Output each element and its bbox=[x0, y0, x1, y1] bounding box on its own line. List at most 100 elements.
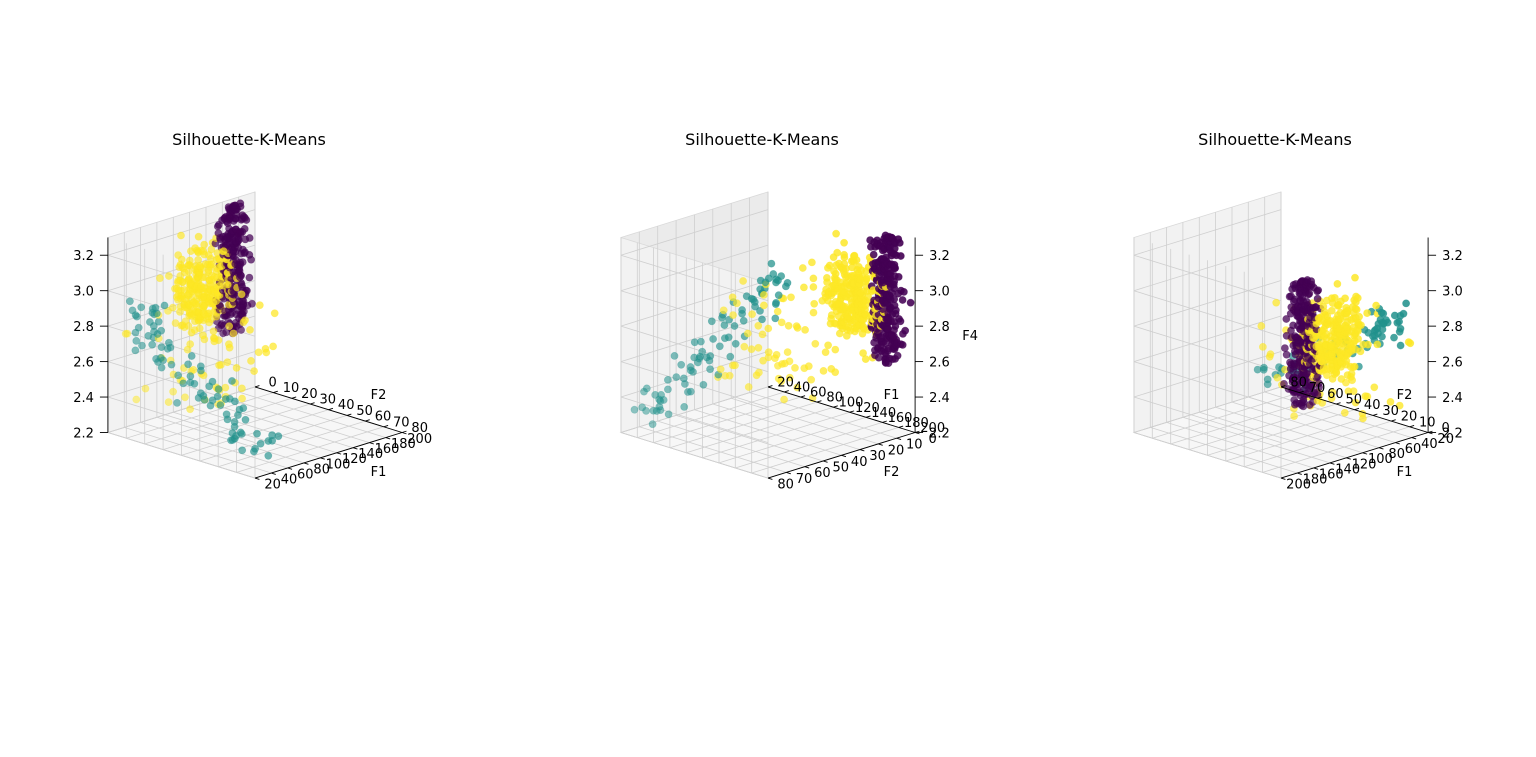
scatter-point bbox=[811, 339, 820, 348]
scatter-point bbox=[657, 390, 665, 399]
scatter-point bbox=[176, 276, 184, 285]
x-tick-label: 100 bbox=[326, 457, 351, 472]
scatter-point bbox=[174, 371, 182, 380]
scatter-point bbox=[131, 311, 140, 320]
x-tick-label: 40 bbox=[1421, 437, 1438, 452]
scatter-point bbox=[1344, 387, 1353, 396]
scatter-point bbox=[190, 379, 199, 388]
scatter-point bbox=[274, 432, 283, 441]
grid-line-y bbox=[712, 403, 861, 450]
scatter-point bbox=[216, 401, 225, 409]
grid-line-y bbox=[657, 420, 805, 468]
scatter-point bbox=[832, 229, 840, 238]
scatter-point bbox=[777, 318, 786, 327]
z-tick-label: 2.6 bbox=[929, 356, 950, 371]
scatter-point bbox=[824, 341, 832, 350]
y-tick-mark bbox=[254, 385, 260, 388]
scatter-point bbox=[1327, 306, 1336, 315]
grid-line-z bbox=[1133, 254, 1282, 302]
scatter-point bbox=[787, 293, 795, 302]
scatter-point bbox=[672, 373, 681, 381]
scatter-point bbox=[184, 360, 192, 369]
x-axis-line bbox=[767, 386, 916, 433]
scatter-point bbox=[1290, 396, 1299, 404]
y-tick-label: 50 bbox=[356, 404, 373, 419]
scatter-point bbox=[1337, 375, 1346, 383]
scatter-point bbox=[764, 324, 773, 333]
scatter-point bbox=[157, 363, 166, 372]
z-tick-label: 2.6 bbox=[73, 356, 94, 371]
scatter-point bbox=[730, 322, 739, 330]
scatter-point bbox=[1361, 392, 1370, 401]
scatter-point bbox=[729, 311, 737, 319]
y-tick-mark bbox=[310, 402, 315, 405]
y-tick-label: 30 bbox=[869, 449, 886, 464]
scatter-point bbox=[664, 410, 673, 419]
x-tick-mark bbox=[784, 390, 789, 393]
grid-line-y bbox=[675, 415, 824, 462]
scatter-point bbox=[246, 325, 254, 334]
scatter-point bbox=[758, 330, 767, 339]
scatter-point bbox=[253, 429, 261, 438]
y-tick-label: 20 bbox=[888, 443, 905, 458]
x-tick-mark bbox=[287, 467, 293, 470]
x-tick-mark bbox=[1395, 442, 1400, 445]
z-tick-label: 2.2 bbox=[73, 427, 94, 442]
scatter-point bbox=[261, 344, 270, 353]
y-tick-mark bbox=[878, 443, 883, 446]
scatter-point bbox=[134, 323, 143, 332]
scatter-points bbox=[1253, 273, 1415, 423]
scatter-point bbox=[1307, 277, 1316, 285]
scatter-point bbox=[808, 258, 816, 267]
scatter-point bbox=[223, 280, 232, 289]
scatter-point bbox=[225, 343, 234, 352]
scatter-point bbox=[210, 334, 219, 343]
grid-line-z bbox=[1133, 396, 1282, 443]
scatter-point bbox=[1260, 363, 1268, 372]
x-tick-mark bbox=[833, 405, 838, 408]
x-tick-label: 60 bbox=[810, 386, 827, 401]
z-tick-label: 2.2 bbox=[1442, 427, 1463, 442]
scatter-point bbox=[906, 298, 915, 307]
scatter-point bbox=[698, 347, 707, 356]
y-axis-label: F2 bbox=[1397, 388, 1413, 403]
scatter-point bbox=[209, 327, 218, 336]
scatter-points bbox=[121, 199, 283, 460]
scatter-point bbox=[160, 301, 169, 310]
scatter-point bbox=[731, 339, 740, 348]
grid-line-y bbox=[694, 409, 842, 456]
x-tick-label: 80 bbox=[313, 462, 330, 477]
grid-line-z bbox=[620, 361, 769, 408]
scatter-point bbox=[1303, 297, 1311, 306]
scatter-point bbox=[1282, 315, 1291, 323]
scatter-point bbox=[1342, 303, 1351, 312]
scatter-point bbox=[194, 255, 202, 264]
scatter-point bbox=[664, 385, 672, 394]
scatter-point bbox=[254, 348, 263, 357]
scatter-point bbox=[240, 224, 249, 233]
scatter-point bbox=[809, 308, 818, 317]
scatter-point bbox=[840, 253, 849, 262]
scatter-point bbox=[819, 366, 828, 375]
x-tick-label: 180 bbox=[1303, 473, 1328, 488]
scatter-point bbox=[1379, 309, 1388, 318]
scatter-point bbox=[238, 446, 247, 455]
scatter-point bbox=[164, 272, 173, 280]
scatter-point bbox=[187, 352, 196, 360]
y-tick-mark bbox=[859, 449, 865, 452]
scatter-point bbox=[222, 410, 231, 419]
scatter-point bbox=[783, 348, 792, 356]
scatter-point bbox=[1314, 314, 1323, 323]
z-tick-label: 3.2 bbox=[73, 249, 94, 264]
x-tick-mark bbox=[865, 415, 871, 418]
scatter-point bbox=[230, 397, 239, 406]
scatter-point bbox=[1313, 294, 1322, 303]
scatter-point bbox=[163, 344, 172, 353]
scatter-point bbox=[1352, 305, 1361, 314]
scatter-point bbox=[759, 356, 767, 365]
y-tick-mark bbox=[1317, 396, 1323, 399]
scatter-point bbox=[728, 361, 737, 370]
scatter-point bbox=[238, 394, 246, 403]
scatter-point bbox=[680, 402, 689, 411]
